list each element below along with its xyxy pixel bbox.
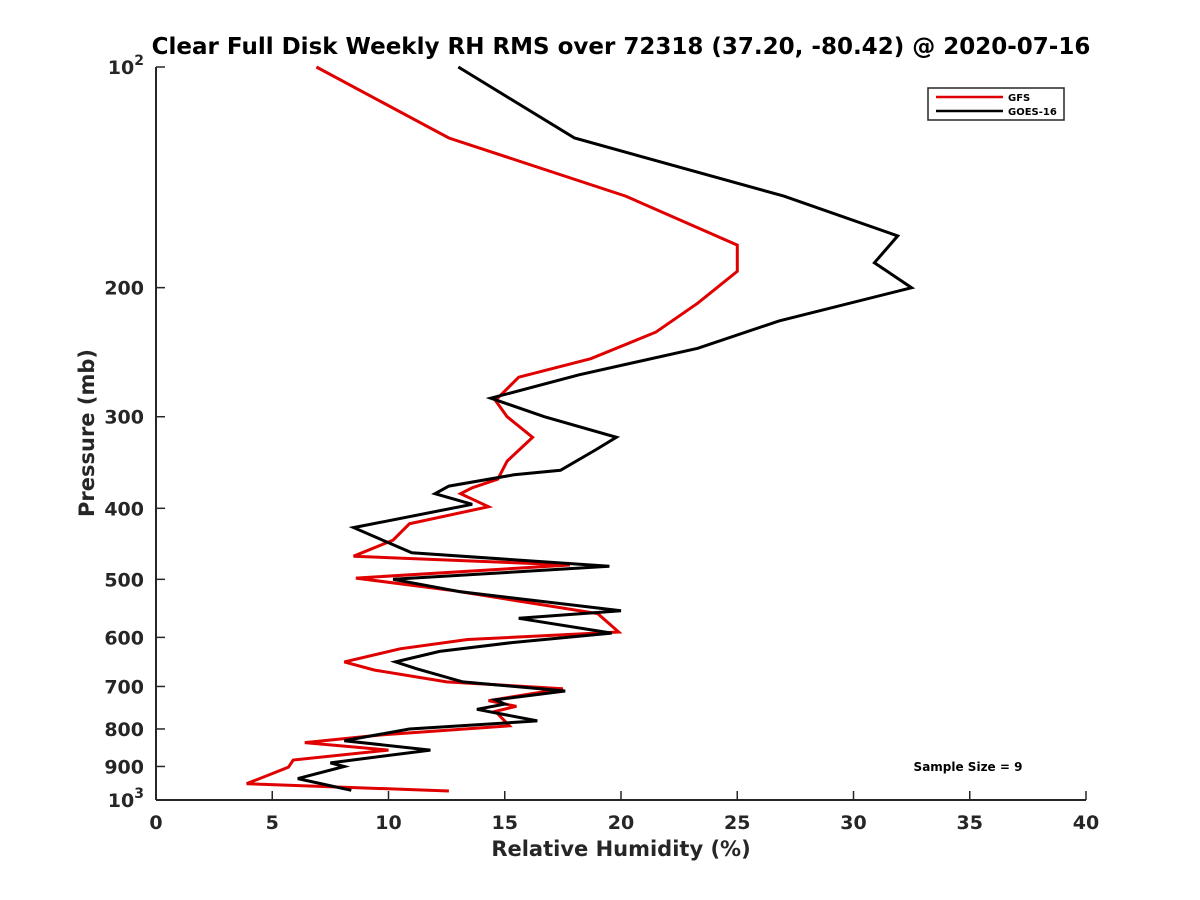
series-line-goes16 [297,65,916,792]
y-tick-label: 800 [104,719,144,741]
x-axis-label: Relative Humidity (%) [491,837,750,861]
x-tick-label: 35 [957,812,983,834]
x-tick-label: 15 [492,812,518,834]
legend-label-gfs: GFS [1008,93,1030,104]
legend: GFS GOES-16 [927,87,1065,121]
x-tick-label: 10 [375,812,401,834]
chart-title: Clear Full Disk Weekly RH RMS over 72318… [152,34,1091,60]
y-tick-label: 200 [104,278,144,300]
series-line-gfs [246,65,739,793]
sample-size-annotation: Sample Size = 9 [914,760,1023,774]
x-tick-label: 0 [149,812,162,834]
y-tick-label: 900 [104,756,144,778]
y-tick-label: 103 [108,786,144,812]
x-tick-label: 5 [266,812,279,834]
x-tick-label: 40 [1073,812,1099,834]
y-tick-label: 400 [104,498,144,520]
y-ticks: 102 200 300 400 500 600 700 800 900 103 [104,53,165,812]
legend-label-goes16: GOES-16 [1008,107,1057,118]
x-tick-label: 25 [724,812,750,834]
x-ticks: 0 5 10 15 20 25 30 35 40 [149,791,1099,834]
y-tick-label: 102 [108,53,144,79]
axes [155,67,1086,801]
legend-box [927,87,1065,121]
y-tick-label: 700 [104,676,144,698]
y-tick-label: 500 [104,569,144,591]
y-tick-label: 600 [104,627,144,649]
x-tick-label: 30 [840,812,866,834]
x-tick-label: 20 [608,812,634,834]
y-tick-label: 300 [104,407,144,429]
y-axis-label: Pressure (mb) [75,349,99,517]
series-lines [246,65,916,793]
